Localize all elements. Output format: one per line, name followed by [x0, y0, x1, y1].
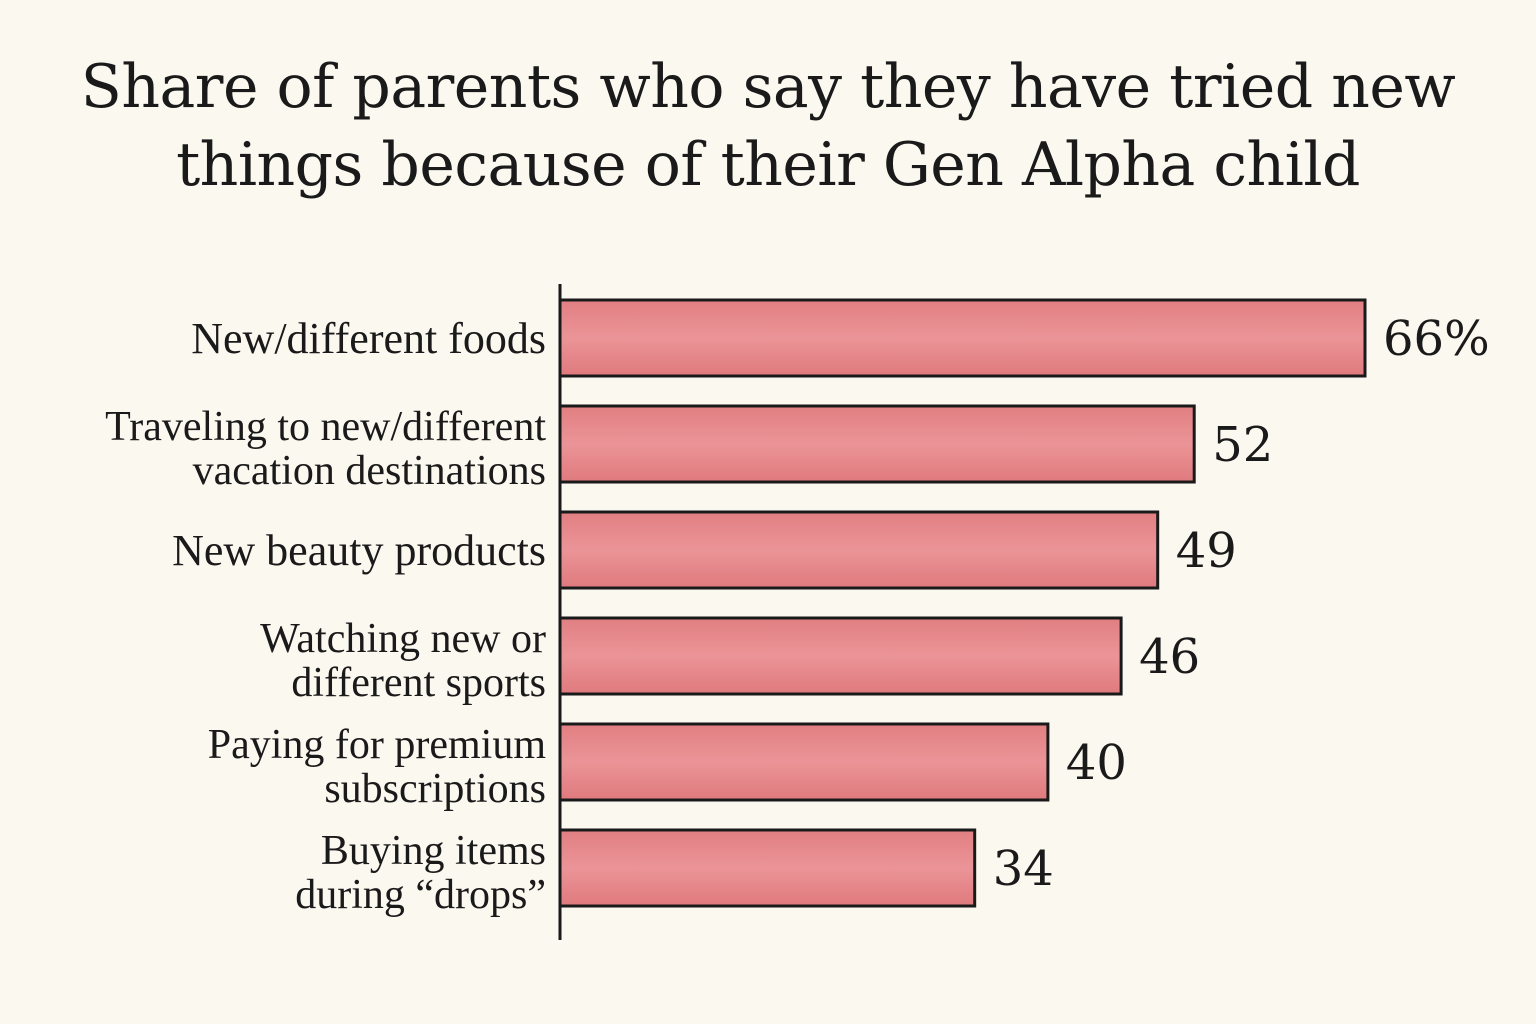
value-label-1: 66%: [1383, 311, 1490, 367]
value-label-4: 46: [1139, 629, 1200, 685]
bar-5: [558, 722, 1050, 802]
bars-group: [558, 298, 1367, 908]
category-labels-group: New/different foods Traveling to new/diff…: [105, 314, 546, 918]
bar-2: [558, 404, 1196, 484]
category-label-line: Watching new or: [260, 616, 546, 662]
bar-1: [558, 298, 1367, 378]
value-label-3: 49: [1176, 523, 1237, 579]
category-label-line: Paying for premium: [208, 722, 547, 768]
bar-6: [558, 828, 977, 908]
bar-4: [558, 616, 1123, 696]
category-label-line: different sports: [291, 660, 546, 706]
category-label-line: subscriptions: [324, 766, 546, 812]
category-label-3: New beauty products: [172, 526, 546, 575]
bar-3: [558, 510, 1160, 590]
category-label-line: during “drops”: [295, 872, 546, 918]
category-label-line: Traveling to new/different: [105, 404, 546, 450]
category-label-6: Buying items during “drops”: [295, 828, 546, 918]
category-label-1: New/different foods: [191, 314, 546, 363]
category-label-2: Traveling to new/different vacation desti…: [105, 404, 546, 494]
value-label-5: 40: [1066, 735, 1127, 791]
category-label-line: Buying items: [321, 828, 546, 874]
chart-title: Share of parents who say they have tried…: [80, 52, 1456, 200]
category-label-line: vacation destinations: [193, 448, 546, 494]
value-label-6: 34: [993, 841, 1054, 897]
category-label-5: Paying for premium subscriptions: [208, 722, 547, 812]
value-label-2: 52: [1212, 417, 1273, 473]
category-label-4: Watching new or different sports: [260, 616, 546, 706]
